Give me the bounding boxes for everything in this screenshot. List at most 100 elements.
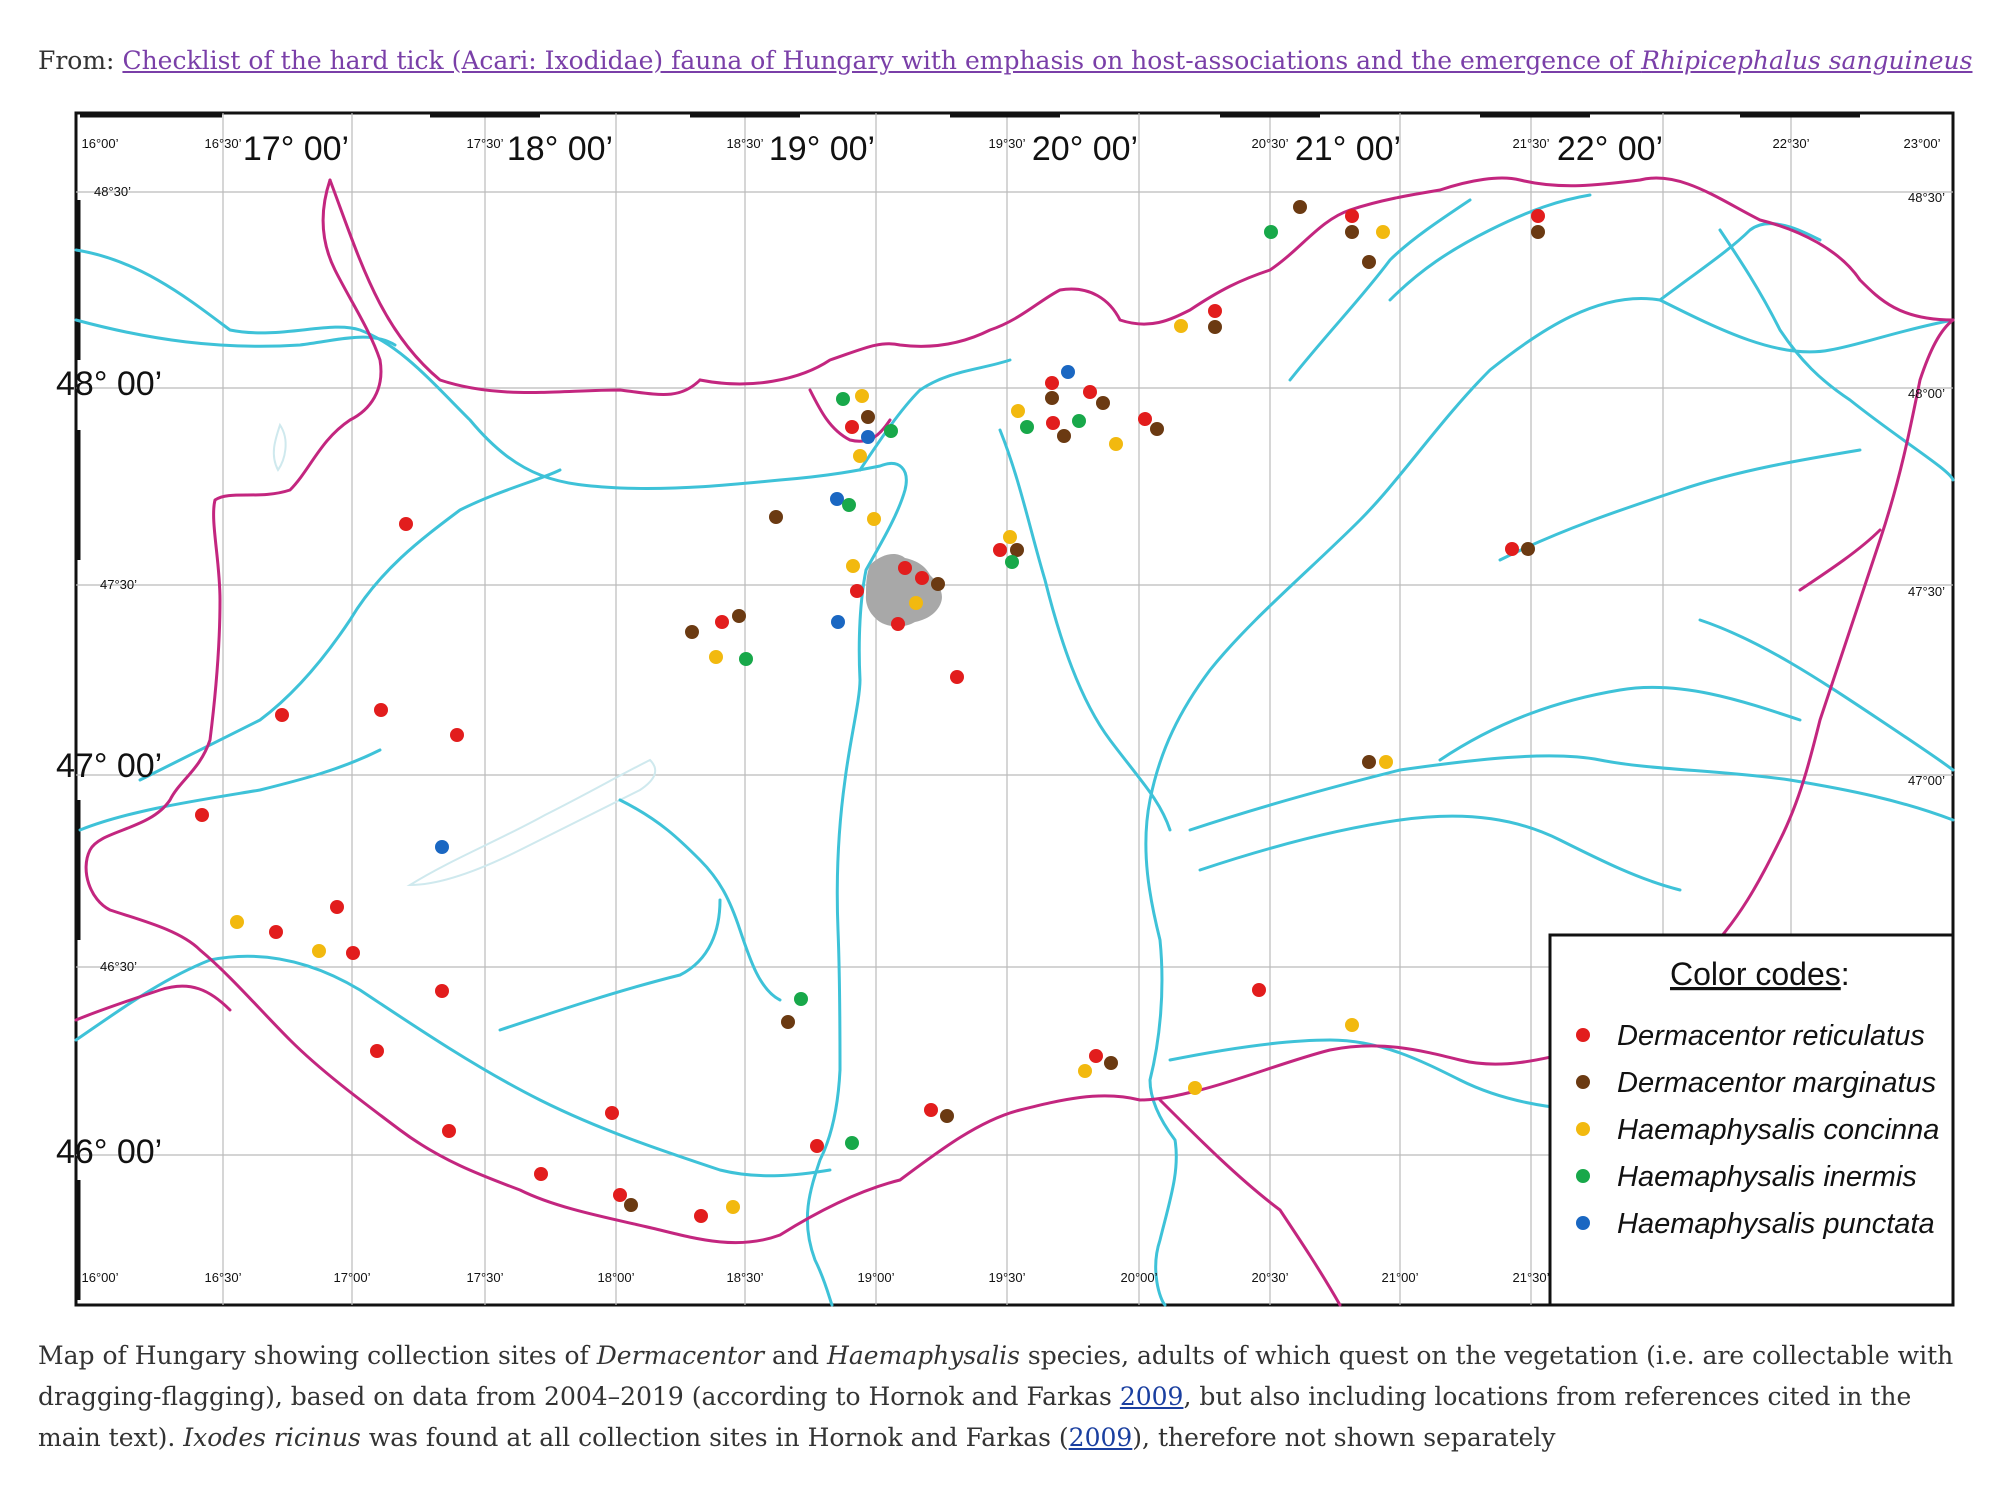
site-dermacentor-marginatus [1362, 255, 1376, 269]
site-dermacentor-reticulatus [195, 808, 209, 822]
site-dermacentor-marginatus [624, 1198, 638, 1212]
site-dermacentor-reticulatus [1045, 376, 1059, 390]
site-haemaphysalis-concinna [1379, 755, 1393, 769]
site-dermacentor-reticulatus [915, 571, 929, 585]
site-haemaphysalis-inermis [739, 652, 753, 666]
site-haemaphysalis-concinna [726, 1200, 740, 1214]
site-dermacentor-reticulatus [950, 670, 964, 684]
site-dermacentor-reticulatus [275, 708, 289, 722]
legend-label: Haemaphysalis concinna [1617, 1114, 1939, 1146]
graticule-grid [76, 113, 1953, 1305]
bottom-minor-label: 16°30’ [204, 1270, 241, 1285]
site-haemaphysalis-punctata [435, 840, 449, 854]
site-dermacentor-marginatus [732, 609, 746, 623]
site-haemaphysalis-concinna [853, 449, 867, 463]
site-dermacentor-reticulatus [694, 1209, 708, 1223]
site-dermacentor-reticulatus [1046, 416, 1060, 430]
site-dermacentor-marginatus [781, 1015, 795, 1029]
right-minor-label: 47°30’ [1908, 584, 1945, 599]
site-dermacentor-reticulatus [374, 703, 388, 717]
site-dermacentor-marginatus [1104, 1056, 1118, 1070]
bottom-minor-label: 18°00’ [597, 1270, 634, 1285]
river-tisza [1144, 297, 1955, 1307]
legend-label: Dermacentor reticulatus [1617, 1020, 1925, 1052]
site-dermacentor-marginatus [685, 625, 699, 639]
site-dermacentor-reticulatus [330, 900, 344, 914]
bottom-axis-labels: 16°00’ 16°30’ 17°00’ 17°30’ 18°00’ 18°30… [81, 1270, 1549, 1285]
bottom-minor-label: 21°00’ [1381, 1270, 1418, 1285]
top-axis-labels: 17° 00’ 18° 00’ 19° 00’ 20° 00’ 21° 00’ … [81, 130, 1940, 168]
bottom-minor-label: 19°30’ [988, 1270, 1025, 1285]
legend-label: Haemaphysalis inermis [1617, 1161, 1917, 1193]
site-haemaphysalis-punctata [861, 430, 875, 444]
top-minor-label: 16°00’ [81, 136, 118, 151]
bottom-minor-label: 21°30’ [1512, 1270, 1549, 1285]
site-dermacentor-marginatus [1150, 422, 1164, 436]
site-dermacentor-marginatus [1096, 396, 1110, 410]
site-dermacentor-marginatus [940, 1109, 954, 1123]
site-haemaphysalis-concinna [1109, 437, 1123, 451]
site-dermacentor-reticulatus [993, 543, 1007, 557]
river-ipoly [858, 358, 1012, 472]
left-minor-label: 46°30’ [100, 959, 137, 974]
site-dermacentor-marginatus [769, 510, 783, 524]
lake-ferto [272, 422, 287, 472]
top-minor-label: 21°30’ [1512, 136, 1549, 151]
bottom-minor-label: 16°00’ [81, 1270, 118, 1285]
site-haemaphysalis-concinna [1345, 1018, 1359, 1032]
site-dermacentor-marginatus [1057, 429, 1071, 443]
site-dermacentor-reticulatus [442, 1124, 456, 1138]
source-article-link[interactable]: Checklist of the hard tick (Acari: Ixodi… [122, 46, 1973, 75]
site-haemaphysalis-concinna [312, 944, 326, 958]
legend: Color codes: Dermacentor reticulatus Der… [1548, 933, 1955, 1307]
hungary-border-north [698, 176, 1955, 386]
slovakia-border-west [328, 178, 702, 396]
hungary-border [84, 178, 1955, 1245]
site-dermacentor-marginatus [1045, 391, 1059, 405]
site-haemaphysalis-inermis [1264, 225, 1278, 239]
site-dermacentor-reticulatus [891, 617, 905, 631]
site-dermacentor-reticulatus [1083, 385, 1097, 399]
site-haemaphysalis-concinna [1376, 225, 1390, 239]
river-east-3 [1698, 618, 1955, 772]
site-haemaphysalis-punctata [831, 615, 845, 629]
collection-sites [195, 200, 1545, 1223]
citation-link-2009[interactable]: 2009 [1119, 1382, 1184, 1411]
top-major-label: 22° 00’ [1557, 130, 1663, 168]
site-dermacentor-marginatus [1345, 225, 1359, 239]
legend-title: Color codes: [1670, 956, 1850, 992]
legend-label: Haemaphysalis punctata [1617, 1208, 1935, 1240]
river-danube-upper [74, 318, 397, 348]
site-dermacentor-reticulatus [1505, 542, 1519, 556]
site-dermacentor-reticulatus [1345, 209, 1359, 223]
bottom-minor-label: 18°30’ [726, 1270, 763, 1285]
legend-label: Dermacentor marginatus [1617, 1067, 1936, 1099]
river-zala [78, 748, 382, 832]
serbia-border [1158, 1098, 1342, 1307]
legend-swatch-haemaphysalis-inermis [1576, 1169, 1590, 1183]
river-raba [138, 468, 562, 782]
site-haemaphysalis-inermis [1072, 414, 1086, 428]
figure-caption: Map of Hungary showing collection sites … [38, 1341, 1954, 1452]
citation-link-2009-second[interactable]: 2009 [1068, 1423, 1133, 1452]
bottom-minor-label: 17°30’ [466, 1270, 503, 1285]
top-major-label: 20° 00’ [1032, 130, 1138, 168]
left-major-label: 47° 00’ [56, 747, 162, 785]
legend-swatch-haemaphysalis-punctata [1576, 1216, 1590, 1230]
bottom-minor-label: 17°00’ [333, 1270, 370, 1285]
river-kapos [498, 898, 722, 1032]
site-haemaphysalis-inermis [1005, 555, 1019, 569]
top-minor-label: 17°30’ [466, 136, 503, 151]
top-major-label: 21° 00’ [1295, 130, 1401, 168]
site-dermacentor-reticulatus [1138, 412, 1152, 426]
top-minor-label: 19°30’ [988, 136, 1025, 151]
site-dermacentor-reticulatus [845, 420, 859, 434]
site-dermacentor-reticulatus [1208, 304, 1222, 318]
bottom-minor-label: 20°30’ [1251, 1270, 1288, 1285]
river-drava [74, 954, 832, 1178]
river-maros [1168, 1038, 1602, 1112]
site-haemaphysalis-concinna [230, 915, 244, 929]
site-dermacentor-reticulatus [534, 1167, 548, 1181]
site-haemaphysalis-concinna [1188, 1081, 1202, 1095]
site-haemaphysalis-concinna [855, 389, 869, 403]
